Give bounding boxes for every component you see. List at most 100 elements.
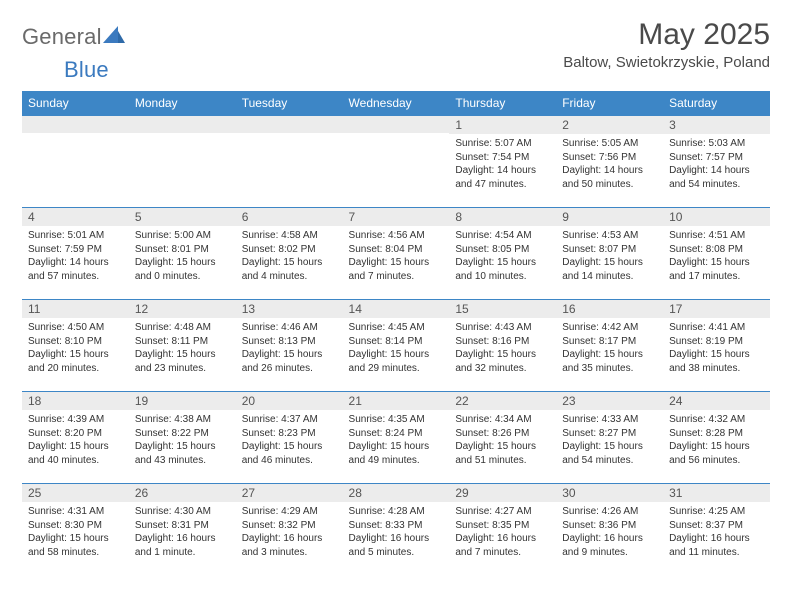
daylight-line: Daylight: 14 hours and 50 minutes. xyxy=(562,164,657,191)
sunset-line: Sunset: 8:26 PM xyxy=(455,427,550,441)
calendar-table: SundayMondayTuesdayWednesdayThursdayFrid… xyxy=(22,91,770,575)
sunset-line: Sunset: 8:27 PM xyxy=(562,427,657,441)
brand-name-a: General xyxy=(22,24,102,50)
daylight-line: Daylight: 15 hours and 56 minutes. xyxy=(669,440,764,467)
sunrise-line: Sunrise: 5:05 AM xyxy=(562,137,657,151)
day-number-band: 13 xyxy=(236,299,343,318)
day-number-band: 12 xyxy=(129,299,236,318)
day-number-band: 21 xyxy=(343,391,450,410)
calendar-row: 1Sunrise: 5:07 AMSunset: 7:54 PMDaylight… xyxy=(22,115,770,207)
day-number-band: 25 xyxy=(22,483,129,502)
sunset-line: Sunset: 7:57 PM xyxy=(669,151,764,165)
sunset-line: Sunset: 8:33 PM xyxy=(349,519,444,533)
day-number-band: 6 xyxy=(236,207,343,226)
day-number-band: 29 xyxy=(449,483,556,502)
sunrise-line: Sunrise: 4:30 AM xyxy=(135,505,230,519)
daylight-line: Daylight: 15 hours and 38 minutes. xyxy=(669,348,764,375)
day-details: Sunrise: 4:37 AMSunset: 8:23 PMDaylight:… xyxy=(236,410,343,467)
daylight-line: Daylight: 15 hours and 54 minutes. xyxy=(562,440,657,467)
daylight-line: Daylight: 15 hours and 43 minutes. xyxy=(135,440,230,467)
sunset-line: Sunset: 8:16 PM xyxy=(455,335,550,349)
day-details: Sunrise: 4:43 AMSunset: 8:16 PMDaylight:… xyxy=(449,318,556,375)
day-number-band: 31 xyxy=(663,483,770,502)
daylight-line: Daylight: 15 hours and 20 minutes. xyxy=(28,348,123,375)
sunrise-line: Sunrise: 4:33 AM xyxy=(562,413,657,427)
sunset-line: Sunset: 8:08 PM xyxy=(669,243,764,257)
day-cell: 31Sunrise: 4:25 AMSunset: 8:37 PMDayligh… xyxy=(663,483,770,575)
day-details: Sunrise: 4:29 AMSunset: 8:32 PMDaylight:… xyxy=(236,502,343,559)
day-cell: 19Sunrise: 4:38 AMSunset: 8:22 PMDayligh… xyxy=(129,391,236,483)
sunrise-line: Sunrise: 4:35 AM xyxy=(349,413,444,427)
brand-logo: General xyxy=(22,24,127,50)
sunrise-line: Sunrise: 4:41 AM xyxy=(669,321,764,335)
day-number-band: 2 xyxy=(556,115,663,134)
day-details: Sunrise: 4:31 AMSunset: 8:30 PMDaylight:… xyxy=(22,502,129,559)
daylight-line: Daylight: 15 hours and 58 minutes. xyxy=(28,532,123,559)
daylight-line: Daylight: 16 hours and 9 minutes. xyxy=(562,532,657,559)
day-number-band: 26 xyxy=(129,483,236,502)
weekday-row: SundayMondayTuesdayWednesdayThursdayFrid… xyxy=(22,91,770,115)
daylight-line: Daylight: 15 hours and 4 minutes. xyxy=(242,256,337,283)
sunset-line: Sunset: 8:35 PM xyxy=(455,519,550,533)
daylight-line: Daylight: 16 hours and 11 minutes. xyxy=(669,532,764,559)
day-number-band: 30 xyxy=(556,483,663,502)
sunset-line: Sunset: 8:32 PM xyxy=(242,519,337,533)
calendar-row: 4Sunrise: 5:01 AMSunset: 7:59 PMDaylight… xyxy=(22,207,770,299)
month-title: May 2025 xyxy=(563,18,770,52)
day-number-band: 17 xyxy=(663,299,770,318)
day-details: Sunrise: 4:54 AMSunset: 8:05 PMDaylight:… xyxy=(449,226,556,283)
weekday-header: Thursday xyxy=(449,91,556,115)
sunset-line: Sunset: 7:59 PM xyxy=(28,243,123,257)
sunrise-line: Sunrise: 4:29 AM xyxy=(242,505,337,519)
day-number-band: 1 xyxy=(449,115,556,134)
sunrise-line: Sunrise: 4:43 AM xyxy=(455,321,550,335)
day-details: Sunrise: 5:07 AMSunset: 7:54 PMDaylight:… xyxy=(449,134,556,191)
day-details: Sunrise: 4:27 AMSunset: 8:35 PMDaylight:… xyxy=(449,502,556,559)
daylight-line: Daylight: 15 hours and 29 minutes. xyxy=(349,348,444,375)
sunrise-line: Sunrise: 4:53 AM xyxy=(562,229,657,243)
day-cell: 28Sunrise: 4:28 AMSunset: 8:33 PMDayligh… xyxy=(343,483,450,575)
weekday-header: Saturday xyxy=(663,91,770,115)
daylight-line: Daylight: 15 hours and 0 minutes. xyxy=(135,256,230,283)
sunset-line: Sunset: 7:54 PM xyxy=(455,151,550,165)
sunset-line: Sunset: 8:13 PM xyxy=(242,335,337,349)
day-number-band: 18 xyxy=(22,391,129,410)
sunrise-line: Sunrise: 4:34 AM xyxy=(455,413,550,427)
day-number-band: 14 xyxy=(343,299,450,318)
sunset-line: Sunset: 8:02 PM xyxy=(242,243,337,257)
day-cell: 7Sunrise: 4:56 AMSunset: 8:04 PMDaylight… xyxy=(343,207,450,299)
empty-cell xyxy=(129,115,236,207)
calendar-body: 1Sunrise: 5:07 AMSunset: 7:54 PMDaylight… xyxy=(22,115,770,575)
sunrise-line: Sunrise: 4:25 AM xyxy=(669,505,764,519)
daylight-line: Daylight: 15 hours and 40 minutes. xyxy=(28,440,123,467)
weekday-header: Tuesday xyxy=(236,91,343,115)
daylight-line: Daylight: 16 hours and 3 minutes. xyxy=(242,532,337,559)
day-details: Sunrise: 4:35 AMSunset: 8:24 PMDaylight:… xyxy=(343,410,450,467)
daylight-line: Daylight: 15 hours and 23 minutes. xyxy=(135,348,230,375)
day-cell: 22Sunrise: 4:34 AMSunset: 8:26 PMDayligh… xyxy=(449,391,556,483)
sunset-line: Sunset: 8:36 PM xyxy=(562,519,657,533)
sunrise-line: Sunrise: 4:31 AM xyxy=(28,505,123,519)
location-subtitle: Baltow, Swietokrzyskie, Poland xyxy=(563,54,770,71)
sunrise-line: Sunrise: 4:26 AM xyxy=(562,505,657,519)
day-details: Sunrise: 4:25 AMSunset: 8:37 PMDaylight:… xyxy=(663,502,770,559)
day-number-band: 22 xyxy=(449,391,556,410)
sunset-line: Sunset: 8:17 PM xyxy=(562,335,657,349)
sunset-line: Sunset: 8:30 PM xyxy=(28,519,123,533)
sunset-line: Sunset: 8:05 PM xyxy=(455,243,550,257)
sunrise-line: Sunrise: 4:54 AM xyxy=(455,229,550,243)
daylight-line: Daylight: 15 hours and 17 minutes. xyxy=(669,256,764,283)
sunset-line: Sunset: 8:20 PM xyxy=(28,427,123,441)
day-details: Sunrise: 4:26 AMSunset: 8:36 PMDaylight:… xyxy=(556,502,663,559)
day-number-band: 4 xyxy=(22,207,129,226)
calendar-head: SundayMondayTuesdayWednesdayThursdayFrid… xyxy=(22,91,770,115)
day-details: Sunrise: 4:56 AMSunset: 8:04 PMDaylight:… xyxy=(343,226,450,283)
day-cell: 26Sunrise: 4:30 AMSunset: 8:31 PMDayligh… xyxy=(129,483,236,575)
daylight-line: Daylight: 15 hours and 46 minutes. xyxy=(242,440,337,467)
empty-cell xyxy=(22,115,129,207)
day-details: Sunrise: 4:39 AMSunset: 8:20 PMDaylight:… xyxy=(22,410,129,467)
daylight-line: Daylight: 15 hours and 10 minutes. xyxy=(455,256,550,283)
day-number-band: 27 xyxy=(236,483,343,502)
day-number-band: 20 xyxy=(236,391,343,410)
sunset-line: Sunset: 8:14 PM xyxy=(349,335,444,349)
